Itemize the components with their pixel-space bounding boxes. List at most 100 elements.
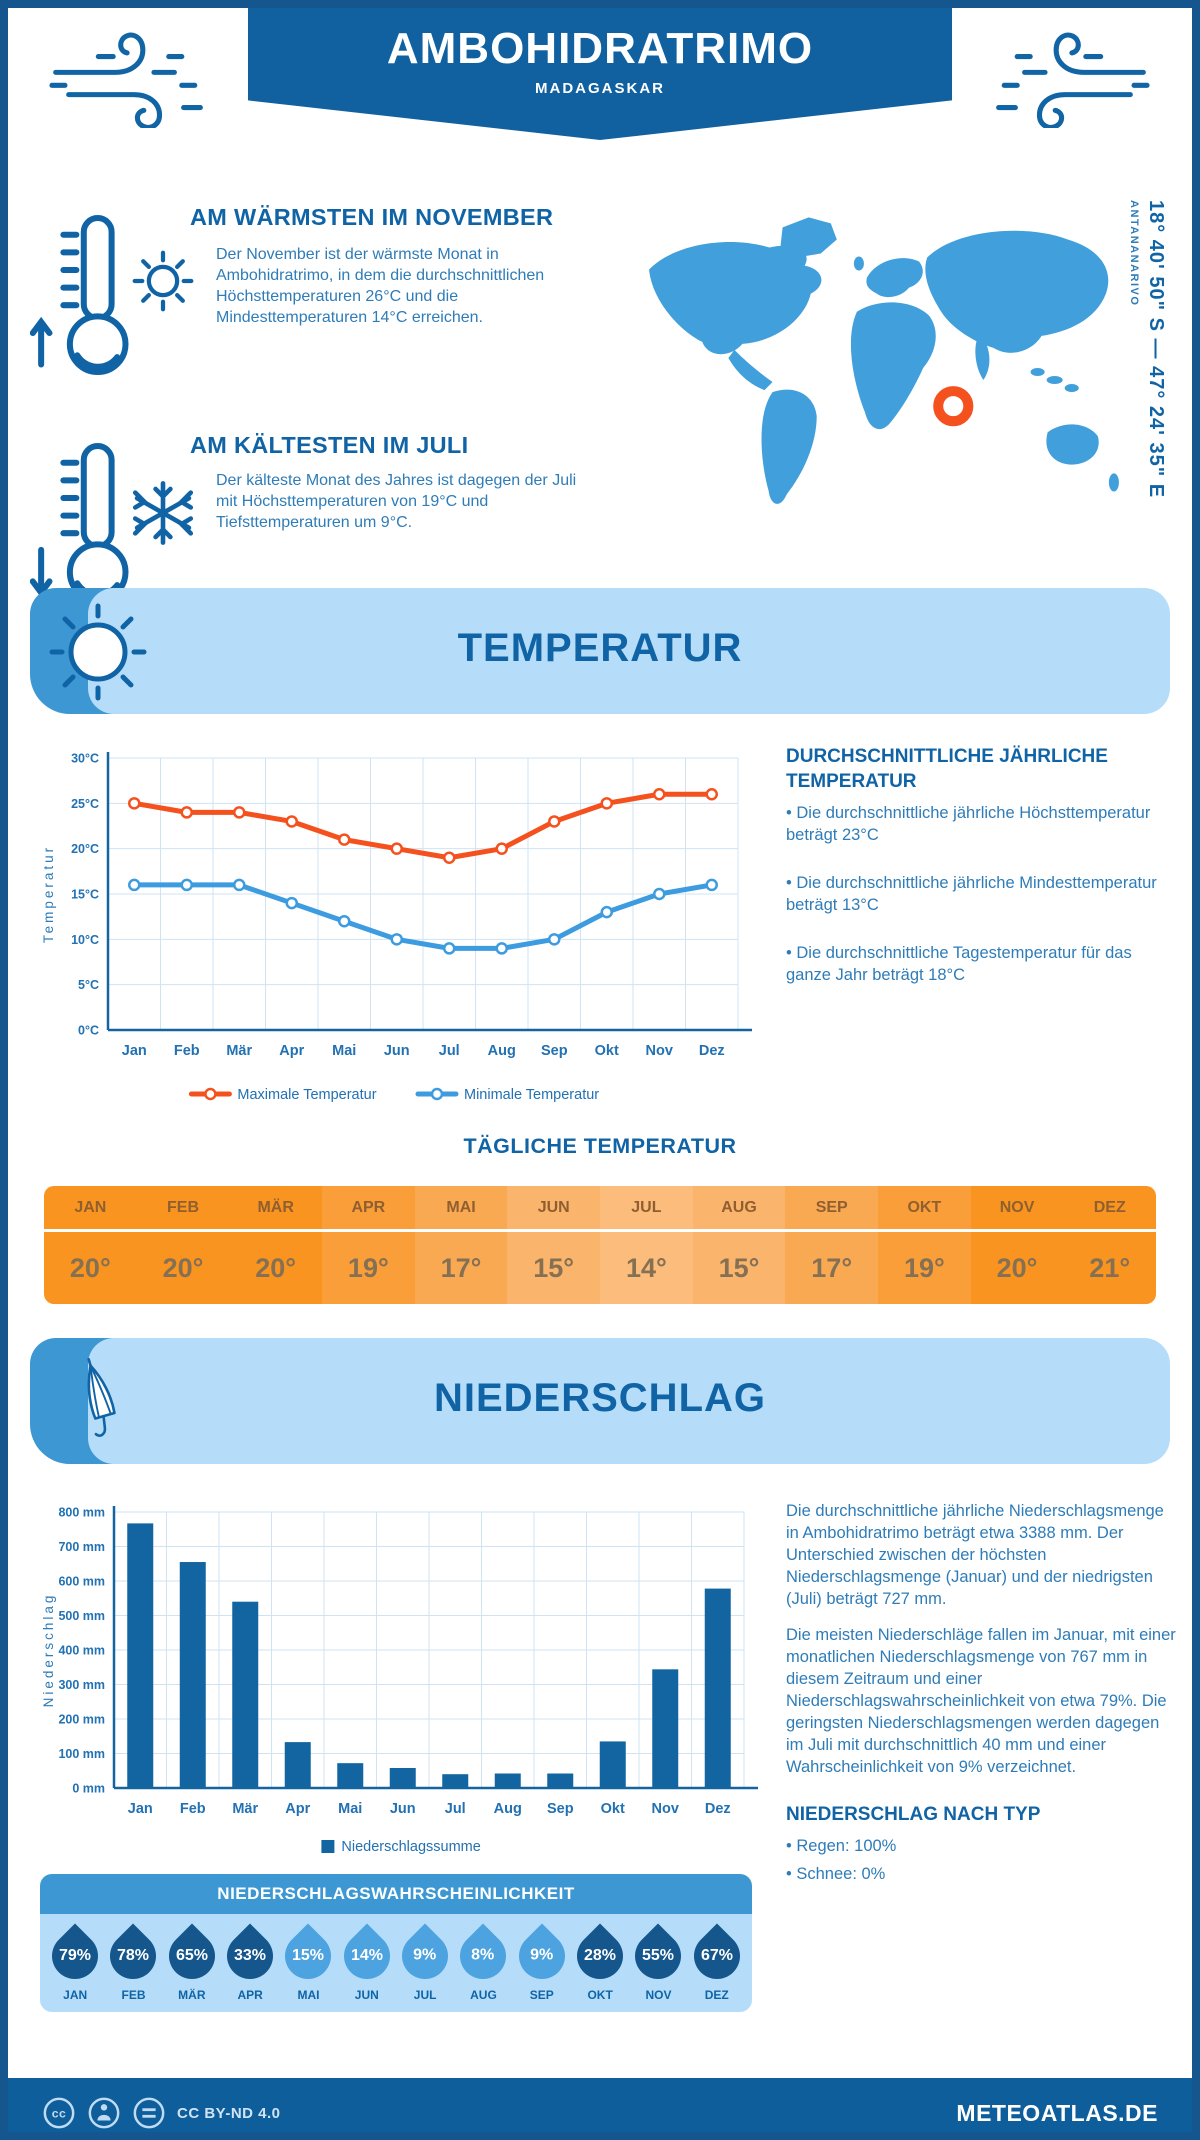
daily-temperature-value: 15° <box>692 1232 786 1304</box>
svg-text:Jan: Jan <box>122 1043 147 1059</box>
precipitation-type-bullet: • Regen: 100% <box>786 1837 897 1855</box>
daily-temperature-value: 19° <box>878 1232 971 1304</box>
daily-temperature-value: 20° <box>136 1232 230 1304</box>
precipitation-bar-chart: 0 mm 100 mm 200 mm 300 mm 400 mm 500 mm 600 mm… <box>41 1506 758 1855</box>
world-map <box>649 217 1119 504</box>
daily-temperature-value: 21° <box>1063 1232 1156 1304</box>
title-banner: AMBOHIDRATRIMO MADAGASKAR <box>248 8 952 140</box>
precipitation-banner: NIEDERSCHLAG <box>30 1338 1170 1464</box>
precipitation-banner-title: NIEDERSCHLAG <box>433 1376 767 1420</box>
probability-slot: 79% JAN <box>42 1918 108 2002</box>
daily-temperature-table: JAN FEB MÄR APR MAI JUN JUL AUG SEP OKT NOV DEZ 20°… <box>44 1186 1156 1304</box>
page-subtitle: MADAGASKAR <box>535 80 665 97</box>
probability-slot: 33% APR <box>217 1918 283 2002</box>
svg-text:Aug: Aug <box>494 1801 522 1817</box>
svg-text:Okt: Okt <box>601 1801 625 1817</box>
raindrop-icon: 78% <box>100 1923 167 1989</box>
probability-value: 8% <box>471 1947 496 1964</box>
precipitation-aside: Die durchschnittliche jährliche Niedersc… <box>786 1500 1178 1891</box>
svg-text:Minimale Temperatur: Minimale Temperatur <box>464 1087 599 1103</box>
probability-slot: 14% JUN <box>334 1918 400 2002</box>
probability-slot: 9% JUL <box>392 1918 458 2002</box>
raindrop-icon: 14% <box>334 1923 400 1989</box>
temperature-aside-heading: DURCHSCHNITTLICHE JÄHRLICHE TEMPERATUR <box>786 746 1108 792</box>
coordinates-block: ANTANANARIVO 18° 40' 50" S — 47° 24' 35"… <box>1128 200 1167 552</box>
thermometer-up-icon <box>30 215 129 375</box>
raindrop-icon: 28% <box>567 1923 633 1989</box>
temperature-aside-bullet: • Die durchschnittliche jährliche Mindes… <box>786 874 1157 914</box>
svg-text:25°C: 25°C <box>71 797 99 811</box>
svg-text:100 mm: 100 mm <box>58 1747 105 1761</box>
probability-slot: 8% AUG <box>450 1918 516 2002</box>
precipitation-type-bullet: • Schnee: 0% <box>786 1865 886 1883</box>
svg-text:Niederschlagssumme: Niederschlagssumme <box>341 1839 480 1855</box>
precipitation-probability-panel: NIEDERSCHLAGSWAHRSCHEINLICHKEIT 79% JAN 78… <box>40 1874 752 2012</box>
probability-month-label: APR <box>237 1988 263 2002</box>
svg-text:500 mm: 500 mm <box>58 1609 105 1623</box>
sun-icon <box>49 603 147 701</box>
page-title: AMBOHIDRATRIMO <box>386 24 814 73</box>
svg-text:300 mm: 300 mm <box>58 1678 105 1692</box>
coldest-heading: AM KÄLTESTEN IM JULI <box>190 432 469 458</box>
probability-slot: 65% MÄR <box>159 1918 225 2002</box>
sun-icon <box>132 250 194 312</box>
probability-value: 14% <box>350 1947 383 1964</box>
svg-text:10°C: 10°C <box>71 933 99 947</box>
probability-slot: 15% MAI <box>275 1918 341 2002</box>
probability-value: 67% <box>700 1947 733 1964</box>
daily-temperature-value: 14° <box>600 1232 693 1304</box>
svg-text:Temperatur: Temperatur <box>41 845 56 943</box>
raindrop-icon: 67% <box>684 1923 750 1989</box>
probability-month-label: JUL <box>413 1988 437 2002</box>
svg-text:Dez: Dez <box>705 1801 731 1817</box>
site-link[interactable]: METEOATLAS.DE <box>956 2099 1158 2126</box>
svg-text:Okt: Okt <box>595 1043 619 1059</box>
probability-value: 79% <box>59 1947 92 1964</box>
probability-value: 78% <box>117 1947 150 1964</box>
umbrella-icon <box>87 1357 116 1437</box>
probability-value: 9% <box>413 1947 437 1964</box>
banner-band <box>88 1338 1170 1464</box>
svg-text:Mär: Mär <box>226 1043 252 1059</box>
footer-bar: cc CC BY-ND 4.0 METEOATLAS.DE <box>8 2078 1192 2132</box>
daily-temperature-value: 17° <box>414 1232 508 1304</box>
svg-text:Mär: Mär <box>232 1801 258 1817</box>
precipitation-aside-paragraph: Die meisten Niederschläge fallen im Janu… <box>786 1626 1176 1776</box>
svg-text:Feb: Feb <box>174 1043 200 1059</box>
daily-temperature-value: 15° <box>507 1232 601 1304</box>
svg-text:Jun: Jun <box>390 1801 416 1817</box>
raindrop-icon: 33% <box>217 1923 283 1989</box>
daily-month-label: APR <box>322 1186 415 1229</box>
svg-text:Apr: Apr <box>279 1043 304 1059</box>
raindrop-icon: 15% <box>275 1923 341 1989</box>
svg-text:0°C: 0°C <box>78 1024 99 1038</box>
probability-value: 15% <box>292 1947 325 1964</box>
svg-text:Sep: Sep <box>541 1043 568 1059</box>
raindrop-icon: 55% <box>625 1923 691 1989</box>
cc-by-person-icon <box>88 2097 120 2129</box>
probability-slot: 67% DEZ <box>684 1918 750 2002</box>
daily-month-label: JUN <box>507 1186 601 1229</box>
snowflake-icon <box>132 481 194 545</box>
svg-text:Jan: Jan <box>128 1801 153 1817</box>
svg-text:Apr: Apr <box>285 1801 310 1817</box>
temperature-aside-bullet: • Die durchschnittliche Tagestemperatur … <box>786 944 1132 984</box>
cc-nd-icon <box>133 2097 165 2129</box>
probability-month-label: FEB <box>121 1988 146 2002</box>
daily-month-label: MAI <box>414 1186 508 1229</box>
capital-label: ANTANANARIVO <box>1128 200 1140 307</box>
daily-temperature-value: 19° <box>322 1232 415 1304</box>
license-label: CC BY-ND 4.0 <box>177 2104 281 2122</box>
svg-text:Jul: Jul <box>445 1801 466 1817</box>
daily-temperature-value: 20° <box>44 1232 137 1304</box>
temperature-aside-bullets: • Die durchschnittliche jährliche Höchst… <box>786 802 1176 986</box>
svg-text:Nov: Nov <box>652 1801 679 1817</box>
raindrop-icon: 79% <box>42 1923 108 1989</box>
svg-text:30°C: 30°C <box>71 752 99 766</box>
banner-band <box>88 588 1170 714</box>
daily-month-label: OKT <box>878 1186 971 1229</box>
svg-text:Maximale Temperatur: Maximale Temperatur <box>237 1087 376 1103</box>
probability-value: 55% <box>642 1947 675 1964</box>
coordinates-label: 18° 40' 50" S — 47° 24' 35" E <box>1145 200 1167 499</box>
